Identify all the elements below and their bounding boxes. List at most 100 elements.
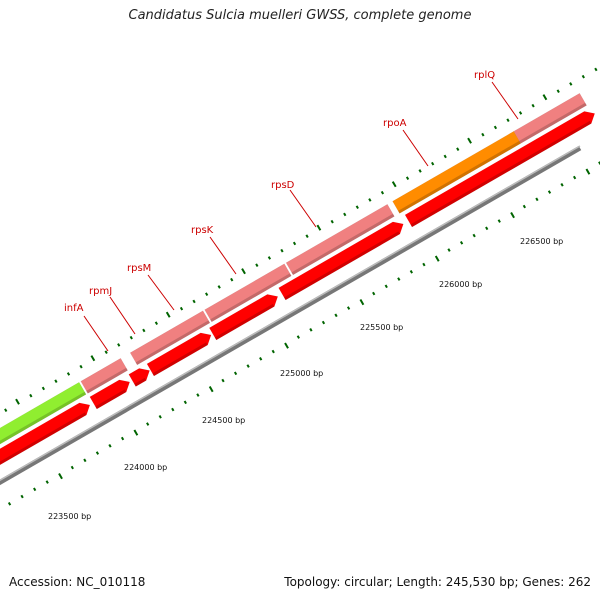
ruler-tick	[572, 175, 577, 180]
outer-tick	[165, 311, 171, 318]
ruler-tick	[422, 262, 426, 267]
accession-text: Accession: NC_010118	[9, 575, 146, 589]
feature-infA-shade	[86, 367, 128, 394]
ruler-tick	[346, 306, 351, 310]
ruler-tick	[459, 241, 464, 245]
feature-rev-1-shade	[0, 412, 87, 465]
gene-label-rpsK: rpsK	[191, 225, 214, 236]
outer-tick	[4, 408, 8, 413]
ruler-tick	[510, 212, 515, 219]
outer-tick	[267, 256, 272, 260]
outer-tick	[217, 285, 221, 289]
outer-tick	[241, 268, 246, 275]
outer-tick	[443, 154, 447, 159]
feature-rpsK-shade	[210, 273, 292, 322]
ruler-tick	[45, 480, 49, 484]
ruler-tick	[33, 487, 37, 492]
ruler-tick	[259, 357, 263, 361]
feature-rev-5-shade	[284, 231, 400, 301]
outer-tick	[179, 306, 184, 311]
map-title: Candidatus Sulcia muelleri GWSS, complet…	[128, 8, 472, 23]
gene-label-rpsM: rpsM	[127, 263, 151, 274]
feature-rpsM-shade	[135, 320, 210, 365]
outer-tick	[66, 372, 71, 376]
gene-label-rpsD: rpsD	[271, 180, 295, 191]
ruler-tick	[83, 458, 87, 463]
feature-rev-6-shade	[410, 120, 592, 228]
feature-rpoA-shade	[398, 140, 521, 214]
feature-rev-6	[404, 111, 596, 228]
ruler-tick	[208, 386, 214, 393]
outer-tick	[79, 364, 83, 369]
gene-label-rpoA: rpoA	[383, 118, 407, 129]
ruler-tick	[384, 284, 388, 289]
gene-leader-rpmJ	[109, 296, 136, 335]
gene-leader-rpsD	[289, 189, 317, 228]
ruler-tick	[95, 451, 100, 455]
ruler-tick	[120, 436, 125, 441]
outer-tick	[54, 379, 58, 384]
ruler-tick	[309, 328, 313, 332]
ruler-tick	[7, 502, 12, 506]
feature-rplQ	[513, 92, 587, 144]
outer-tick	[380, 190, 385, 195]
outer-tick	[456, 147, 460, 152]
outer-tick	[230, 277, 234, 282]
outer-tick	[355, 205, 359, 210]
ruler-tick	[497, 219, 501, 223]
outer-tick	[280, 248, 284, 253]
feature-rpsM	[129, 310, 211, 366]
ruler-tick	[233, 371, 238, 376]
outer-tick	[15, 398, 20, 405]
feature-rev-rpmJ	[89, 379, 131, 410]
outer-tick	[316, 224, 322, 231]
ruler-tick	[472, 233, 476, 238]
bp-label-226500: 226500 bp	[520, 237, 563, 246]
outer-tick	[330, 219, 334, 224]
outer-tick	[192, 299, 196, 304]
outer-tick	[117, 343, 121, 347]
ruler-tick	[221, 378, 225, 383]
genome-backbone	[0, 145, 582, 486]
reverse-strand-features	[0, 111, 596, 466]
tick-marks-layer	[4, 67, 600, 506]
ruler-tick	[246, 364, 250, 368]
gene-leaders-layer	[83, 81, 519, 352]
bp-label-226000: 226000 bp	[439, 280, 482, 289]
outer-tick	[255, 263, 259, 268]
ruler-tick	[58, 473, 63, 480]
feature-rpsD	[285, 203, 395, 276]
ruler-tick	[183, 400, 187, 405]
ruler-tick	[447, 248, 451, 252]
ruler-tick	[108, 444, 112, 448]
ruler-tick	[434, 255, 440, 262]
ruler-tick	[271, 349, 275, 354]
outer-tick	[405, 176, 410, 181]
outer-tick	[594, 67, 598, 72]
outer-tick	[129, 335, 133, 340]
outer-tick	[104, 350, 108, 355]
ruler-tick	[547, 190, 552, 194]
outer-tick	[368, 198, 372, 202]
outer-tick	[391, 181, 397, 188]
ruler-tick	[70, 465, 74, 470]
ruler-tick	[171, 407, 175, 412]
bp-label-225000: 225000 bp	[280, 369, 323, 378]
ruler-tick	[535, 197, 539, 202]
outer-tick	[481, 132, 485, 137]
gene-leader-rplQ	[491, 81, 519, 120]
outer-tick	[569, 82, 573, 86]
feature-rev-rpmJ-shade	[95, 389, 127, 410]
bp-label-224500: 224500 bp	[202, 416, 245, 425]
ruler-tick	[359, 299, 365, 306]
gene-label-rpmJ: rpmJ	[89, 286, 112, 297]
ruler-tick	[522, 204, 526, 209]
ruler-tick	[485, 226, 489, 231]
feature-rev-4-shade	[214, 303, 275, 341]
feature-rev-1	[0, 402, 91, 466]
gene-leader-infA	[83, 315, 109, 352]
outer-tick	[292, 241, 297, 246]
feature-rev-2	[128, 368, 150, 387]
ruler-tick	[372, 291, 376, 296]
outer-tick	[142, 328, 146, 333]
